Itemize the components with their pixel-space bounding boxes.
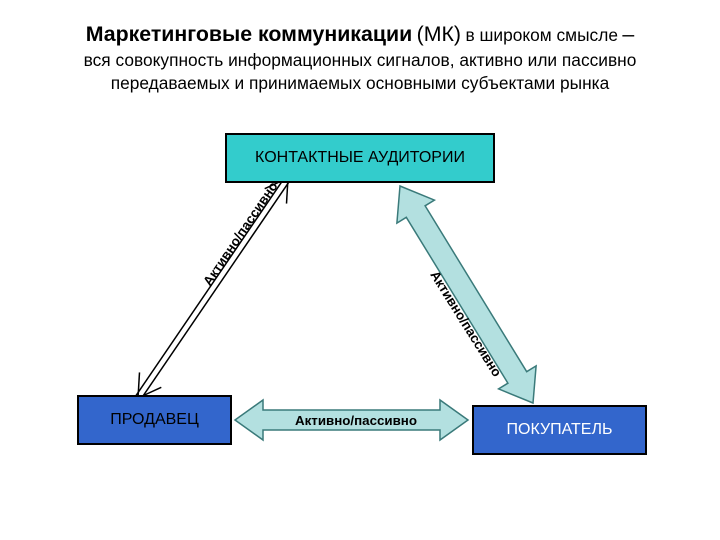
edge-label-bottom: Активно/пассивно xyxy=(295,413,417,428)
node-label: КОНТАКТНЫЕ АУДИТОРИИ xyxy=(255,149,465,167)
node-buyer: ПОКУПАТЕЛЬ xyxy=(472,405,647,455)
title-line2: вся совокупность информационных сигналов… xyxy=(84,50,637,70)
title-bold: Маркетинговые коммуникации xyxy=(86,22,413,46)
node-label: ПРОДАВЕЦ xyxy=(110,411,199,429)
edge-label-right: Активно/пассивно xyxy=(427,268,504,379)
node-label: ПОКУПАТЕЛЬ xyxy=(507,421,613,439)
title-line3: передаваемых и принимаемых основными суб… xyxy=(111,73,610,93)
title-dash: – xyxy=(622,22,634,46)
slide-title: Маркетинговые коммуникации (МК) в широко… xyxy=(0,20,720,96)
diagram-stage: { "heading": { "bold": "Маркетинговые ко… xyxy=(0,0,720,540)
edge-label-left: Активно/пассивно xyxy=(200,179,281,289)
title-paren: (МК) xyxy=(417,22,461,46)
title-rest1: в широком смысле xyxy=(466,25,618,45)
node-contact-audiences: КОНТАКТНЫЕ АУДИТОРИИ xyxy=(225,133,495,183)
node-seller: ПРОДАВЕЦ xyxy=(77,395,232,445)
